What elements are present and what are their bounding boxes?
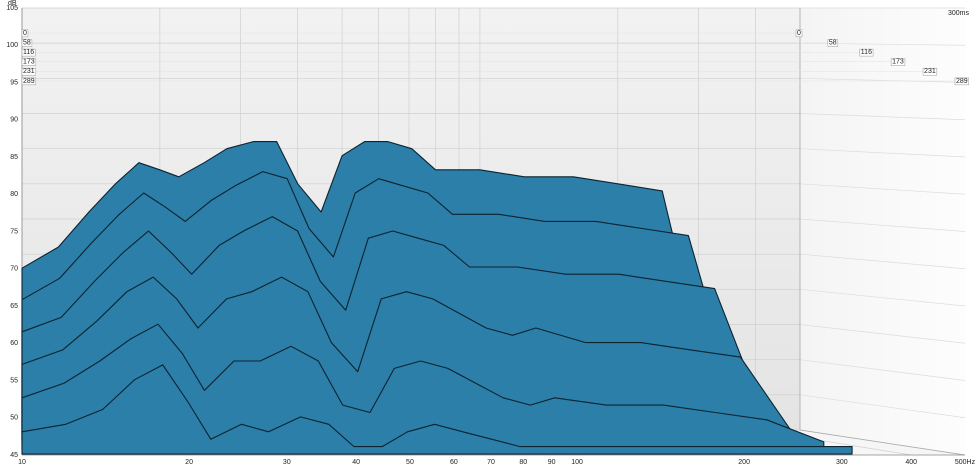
y-tick-label: 50 <box>10 415 18 422</box>
depth-tick-label: 116 <box>23 49 34 56</box>
x-tick-label: 20 <box>185 459 193 466</box>
depth-tick-box <box>21 29 29 38</box>
y-tick-label: 80 <box>10 191 18 198</box>
side-grid-line <box>799 359 966 381</box>
y-tick-label: 85 <box>10 154 18 161</box>
x-tick-label: 70 <box>487 459 495 466</box>
depth-tick-label: 289 <box>956 78 968 85</box>
slice <box>21 323 825 450</box>
depth-tick-label: 173 <box>892 59 904 66</box>
y-tick-label: 95 <box>10 79 18 86</box>
x-tick-label: 10 <box>18 459 26 466</box>
depth-label: 300ms <box>948 10 970 17</box>
depth-tick-label: 0 <box>797 30 801 37</box>
labels: 10 20 30 40 50 60 70 80 90 100 200 300 400 500Hz 45 50 5… <box>6 5 975 466</box>
slice <box>21 364 853 455</box>
y-tick-label: 45 <box>10 452 18 459</box>
depth-tick-label: 58 <box>829 39 837 46</box>
depth-tick-label: 0 <box>23 30 27 37</box>
depth-tick-label: 58 <box>23 39 31 46</box>
depth-tick-box <box>827 39 839 47</box>
side-grid-line <box>799 148 966 158</box>
x-tick-label: 40 <box>352 459 360 466</box>
x-tick-label: 500Hz <box>955 459 975 466</box>
x-tick-label: 200 <box>738 459 750 466</box>
side-grid-line <box>799 253 966 270</box>
y-tick-label: 55 <box>10 377 18 384</box>
depth-tick-box <box>795 29 803 38</box>
x-tick-label: 90 <box>548 459 556 466</box>
y-tick-label: 90 <box>10 117 18 124</box>
axis-line <box>799 429 966 456</box>
y-tick-label: 70 <box>10 266 18 273</box>
depth-tick-label: 231 <box>924 68 936 75</box>
side-grid-line <box>799 324 966 344</box>
x-tick-label: 300 <box>836 459 848 466</box>
depth-tick-box <box>21 67 37 76</box>
side-grid-line <box>799 77 966 83</box>
depth-tick-box <box>922 67 938 76</box>
depth-tick-box <box>21 48 36 57</box>
x-tick-label: 60 <box>450 459 458 466</box>
depth-tick-label: 173 <box>23 59 35 66</box>
depth-tick-box <box>890 58 906 66</box>
side-grid-line <box>799 394 966 419</box>
y-tick-label: 65 <box>10 303 18 310</box>
x-tick-label: 400 <box>905 459 917 466</box>
y-tick-label: 75 <box>10 228 18 235</box>
side-grid-line <box>799 113 966 121</box>
y-tick-label: 100 <box>6 42 18 49</box>
slices <box>21 141 853 455</box>
side-grid-line <box>799 288 966 307</box>
x-tick-label: 50 <box>406 459 414 466</box>
x-tick-label: 80 <box>519 459 527 466</box>
depth-tick-label: 231 <box>23 68 35 75</box>
depth-tick-label: 289 <box>23 78 35 85</box>
depth-tick-box <box>21 58 37 66</box>
y-tick-label: 60 <box>10 340 18 347</box>
side-grid-line <box>799 218 966 232</box>
y-axis-label: dB <box>8 0 17 7</box>
x-tick-label: 30 <box>283 459 291 466</box>
depth-tick-label: 116 <box>861 49 872 56</box>
depth-tick-box <box>21 39 33 47</box>
side-grid-line <box>799 183 966 195</box>
y-tick-label: 105 <box>6 5 18 12</box>
side-wall <box>800 8 965 455</box>
depth-tick-box <box>954 77 969 86</box>
side-grid-line <box>799 42 966 46</box>
x-tick-label: 100 <box>571 459 583 466</box>
depth-tick-box <box>21 77 37 86</box>
depth-tick-box <box>859 48 874 57</box>
